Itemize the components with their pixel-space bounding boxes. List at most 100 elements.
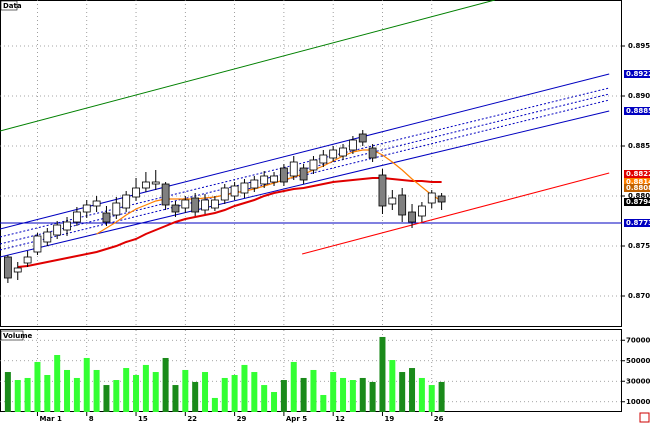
price-panel [0, 0, 622, 327]
volume-bar [182, 369, 189, 412]
candle-body [398, 194, 407, 216]
trendline [0, 87, 610, 238]
trendline [0, 110, 610, 258]
volume-bar [409, 368, 416, 412]
volume-bar [310, 369, 317, 412]
price-marker-label: 0.8885 [626, 107, 650, 115]
trendline [0, 73, 610, 230]
candle-body [220, 187, 229, 201]
volume-bar [261, 385, 268, 412]
price-marker [624, 170, 650, 178]
trendline [302, 172, 610, 255]
candle-body [53, 224, 62, 236]
candle-body [240, 182, 249, 194]
volume-bar [44, 374, 51, 412]
moving-average [17, 177, 442, 268]
volume-bar [438, 381, 445, 412]
candle-body [408, 211, 416, 223]
volume-bar [73, 377, 80, 412]
candle-body [132, 187, 140, 198]
candle-body [102, 212, 111, 223]
candle-body [141, 181, 150, 189]
volume-bar [192, 381, 199, 412]
price-marker [624, 219, 650, 227]
candle-body [270, 175, 278, 183]
volume-bar [172, 385, 179, 412]
x-tick-label: 19 [384, 415, 394, 423]
price-marker-label: 0.8814 [626, 178, 650, 186]
volume-bar [418, 377, 425, 412]
x-tick-label: Apr 5 [286, 415, 307, 423]
candle-body [348, 139, 357, 151]
candle-body [437, 195, 446, 203]
price-marker-label: 0.8808 [626, 184, 650, 192]
candle-body [201, 199, 209, 211]
candle-body [388, 197, 397, 205]
candle-body [161, 183, 170, 206]
x-tick-label: 29 [237, 415, 247, 423]
candle-body [82, 204, 91, 213]
candle-body [250, 179, 259, 189]
candle-body [329, 149, 338, 159]
chart-title: Data [3, 2, 22, 10]
volume-bar [142, 364, 149, 412]
y-tick-label: 70000K [626, 336, 650, 344]
candle-body [33, 235, 42, 253]
volume-bar [251, 372, 258, 412]
volume-bar [133, 374, 140, 412]
candle-body [368, 147, 377, 159]
volume-bar [330, 372, 337, 412]
candle-body [299, 167, 308, 181]
candle-body [181, 199, 190, 209]
price-marker [624, 70, 650, 78]
candle-body [260, 175, 269, 185]
volume-bar [4, 372, 11, 412]
y-tick-label: 10000K [626, 398, 650, 406]
candle-body [279, 167, 288, 183]
volume-bar [211, 397, 218, 412]
volume-title: Volume [3, 332, 33, 340]
volume-bar [340, 377, 347, 412]
volume-bar [369, 381, 376, 412]
volume-bar [379, 336, 386, 412]
volume-bar [389, 360, 396, 412]
candle-body [3, 256, 12, 279]
candle-body [309, 159, 318, 171]
volume-bar [320, 394, 327, 412]
volume-bar [202, 372, 209, 412]
x-tick-label: 26 [434, 415, 444, 423]
price-marker-label: 0.8822 [626, 170, 650, 178]
y-tick-label: 50000K [626, 357, 650, 365]
candle-body [92, 200, 101, 207]
volume-bar [231, 374, 238, 412]
x-tick-label: 12 [335, 415, 345, 423]
x-tick-label: 8 [89, 415, 94, 423]
volume-bar [83, 357, 90, 412]
candle-body [319, 154, 328, 164]
candle-body [378, 174, 387, 207]
y-tick-label: 30000K [626, 377, 650, 385]
candle-body [13, 267, 22, 273]
volume-bar [221, 377, 228, 412]
price-marker [624, 198, 650, 206]
corner-icon [639, 412, 650, 423]
price-marker [624, 107, 650, 115]
candle-body [43, 231, 52, 243]
candle-body [427, 192, 436, 204]
volume-bar [349, 380, 356, 412]
candle-body [210, 199, 219, 209]
volume-bar [152, 372, 159, 412]
volume-bar [34, 361, 41, 412]
candle-body [417, 205, 426, 217]
candle-body [151, 181, 160, 185]
candle-body [358, 133, 367, 143]
price-marker [624, 184, 650, 192]
candle-body [230, 185, 239, 197]
volume-bar [103, 385, 110, 412]
volume-bar [290, 361, 297, 412]
title-box [0, 0, 18, 11]
candle-body [191, 197, 200, 213]
